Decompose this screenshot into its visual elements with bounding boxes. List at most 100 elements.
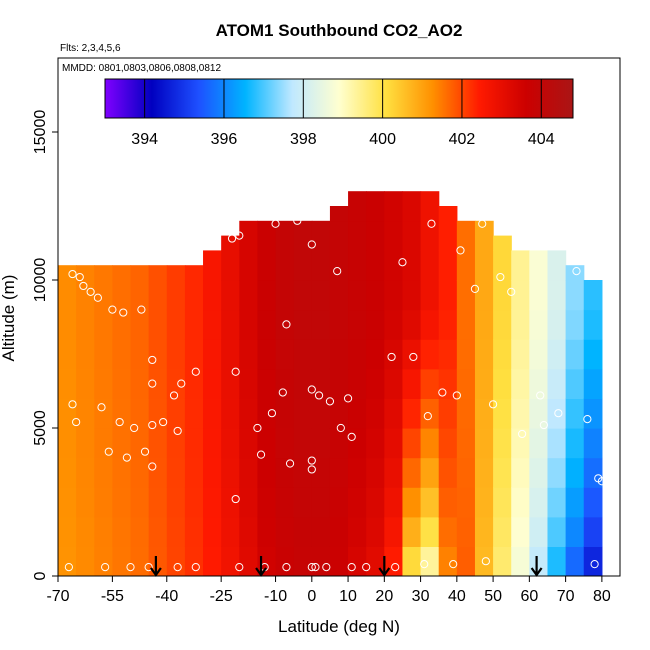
- sample-point: [231, 494, 240, 504]
- heatmap-cell: [221, 398, 240, 429]
- sample-point: [452, 391, 461, 400]
- x-tick-label: -25: [210, 588, 233, 605]
- sample-point: [307, 465, 316, 474]
- heatmap-cell: [583, 280, 603, 311]
- colorbar-tick-label: 404: [528, 131, 555, 148]
- heatmap-cell: [420, 339, 440, 370]
- heatmap-cell: [94, 516, 113, 547]
- heatmap-cell: [529, 516, 549, 547]
- heatmap-cell: [239, 250, 259, 281]
- heatmap-cell: [311, 220, 331, 251]
- heatmap-cell: [366, 280, 385, 311]
- heatmap-cell: [112, 398, 132, 429]
- sample-point: [231, 367, 240, 376]
- heatmap-cell: [511, 309, 530, 340]
- sample-point: [155, 255, 164, 264]
- heatmap-cell: [311, 309, 331, 340]
- sample-point: [104, 447, 113, 456]
- heatmap-cell: [94, 428, 113, 459]
- heatmap-cell: [112, 368, 132, 399]
- heatmap-cell: [166, 339, 186, 370]
- heatmap-cell: [493, 428, 512, 459]
- heatmap-cell: [529, 398, 549, 429]
- heatmap-cell: [293, 516, 313, 547]
- heatmap-cell: [420, 191, 440, 222]
- sample-point: [177, 379, 186, 388]
- heatmap-cell: [493, 235, 512, 251]
- heatmap-cell: [493, 398, 512, 429]
- colorbar-tick-label: 396: [211, 131, 238, 148]
- heatmap-cell: [203, 428, 222, 459]
- heatmap-cell: [493, 516, 512, 547]
- heatmap-cell: [348, 191, 367, 222]
- heatmap-cell: [148, 516, 168, 547]
- heatmap-cell: [221, 368, 240, 399]
- sample-point: [307, 240, 316, 249]
- sample-point: [398, 258, 407, 267]
- colorbar-tick-label: 394: [131, 131, 158, 148]
- heatmap-cell: [456, 250, 476, 281]
- sample-point: [148, 462, 157, 471]
- heatmap-cell: [221, 250, 240, 281]
- sample-point: [583, 415, 592, 424]
- heatmap-cell: [329, 457, 349, 488]
- heatmap-cell: [583, 457, 603, 488]
- heatmap-cell: [184, 487, 204, 518]
- sample-point: [173, 563, 182, 572]
- heatmap-cell: [184, 546, 204, 576]
- heatmap-cell: [293, 428, 313, 459]
- heatmap-cell: [529, 457, 549, 488]
- heatmap-cell: [547, 368, 567, 399]
- heatmap-cell: [474, 220, 494, 251]
- heatmap-cell: [275, 398, 295, 429]
- heatmap-cell: [366, 309, 385, 340]
- flight-arrow: [530, 556, 543, 577]
- heatmap-cell: [94, 398, 113, 429]
- heatmap-cell: [130, 398, 150, 429]
- sample-point: [322, 563, 331, 572]
- sample-point: [119, 308, 128, 317]
- heatmap-cell: [239, 398, 259, 429]
- heatmap-cell: [565, 339, 585, 370]
- sample-point: [97, 403, 106, 412]
- heatmap-cell: [456, 368, 476, 399]
- sample-point: [64, 563, 73, 572]
- heatmap-cell: [329, 398, 349, 429]
- sample-point: [137, 305, 146, 314]
- heatmap-cell: [293, 487, 313, 518]
- heatmap-cells: [58, 191, 603, 576]
- heatmap-cell: [565, 428, 585, 459]
- heatmap-cell: [148, 265, 168, 281]
- heatmap-cell: [547, 487, 567, 518]
- heatmap-cell: [293, 250, 313, 281]
- heatmap-cell: [420, 250, 440, 281]
- heatmap-cell: [456, 516, 476, 547]
- heatmap-cell: [438, 368, 458, 399]
- heatmap-cell: [348, 546, 367, 576]
- heatmap-cell: [275, 280, 295, 311]
- heatmap-cell: [257, 516, 277, 547]
- heatmap-cell: [293, 220, 313, 251]
- heatmap-cell: [438, 457, 458, 488]
- heatmap-cell: [166, 428, 186, 459]
- sample-point: [235, 231, 244, 240]
- heatmap-cell: [456, 220, 476, 251]
- x-tick-label: 70: [557, 588, 575, 605]
- heatmap-cell: [511, 428, 530, 459]
- heatmap-cell: [257, 280, 277, 311]
- heatmap-cell: [203, 250, 222, 281]
- heatmap-cell: [529, 309, 549, 340]
- heatmap-cell: [130, 546, 150, 576]
- y-tick-label: 10000: [32, 258, 49, 303]
- heatmap-cell: [402, 309, 422, 340]
- heatmap-cell: [402, 457, 422, 488]
- sample-point: [72, 417, 81, 427]
- heatmap-cell: [420, 309, 440, 340]
- heatmap-cell: [474, 309, 494, 340]
- heatmap-cell: [166, 280, 186, 311]
- heatmap-cell: [221, 339, 240, 370]
- heatmap-cell: [456, 339, 476, 370]
- heatmap-cell: [239, 516, 259, 547]
- heatmap-cell: [420, 457, 440, 488]
